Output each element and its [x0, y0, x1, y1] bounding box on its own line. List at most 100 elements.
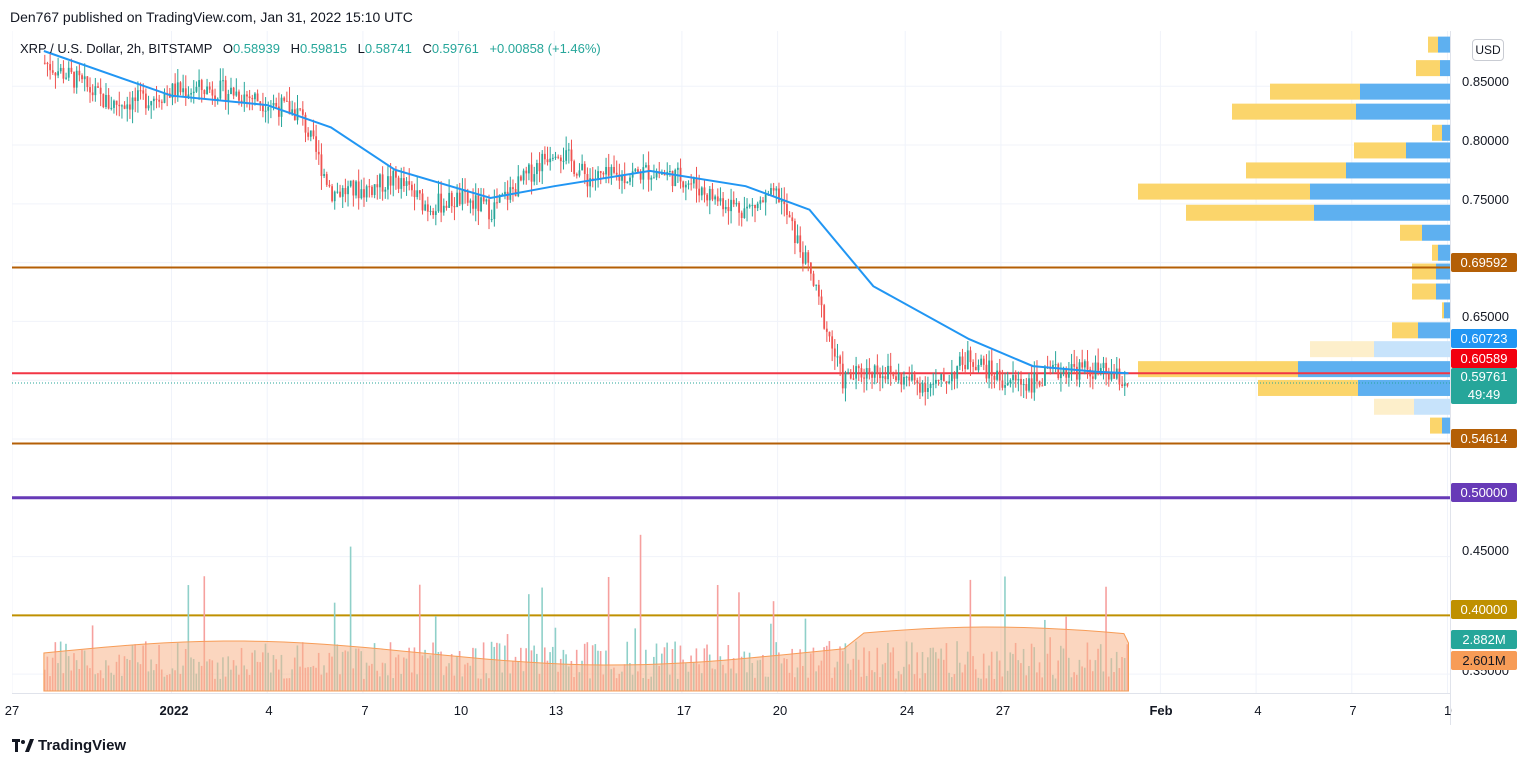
candle-body [730, 199, 732, 212]
candle-body [418, 190, 421, 194]
candle-body [1068, 372, 1070, 378]
candle-body [163, 93, 166, 103]
candle-body [397, 177, 400, 189]
candle-body [155, 98, 158, 100]
candle-body [844, 373, 847, 389]
tradingview-logo[interactable]: TradingView [12, 737, 126, 754]
candle-body [676, 167, 679, 170]
candle-body [1017, 378, 1020, 381]
y-tick-label: 0.85000 [1462, 74, 1509, 89]
candle-body [187, 94, 190, 98]
candle-body [1044, 367, 1046, 386]
candle-body [1065, 368, 1068, 378]
low-label: L [357, 41, 365, 56]
candle-body [105, 94, 107, 108]
candle-body [599, 171, 602, 173]
candle-body [621, 174, 623, 181]
candle-body [772, 188, 775, 191]
candle-body [312, 130, 315, 137]
volume-tag: 2.882M [1451, 630, 1517, 649]
candle-body [1070, 364, 1073, 373]
candle-body [743, 208, 746, 218]
candle-body [1086, 361, 1089, 370]
candle-body [565, 150, 568, 161]
candle-body [243, 94, 246, 103]
x-tick-label: 10 [453, 703, 469, 718]
candle-body [998, 370, 1001, 381]
candle-body [969, 350, 972, 363]
candle-body [543, 153, 546, 160]
volume-profile-up-bar [1314, 204, 1450, 221]
candle-body [972, 362, 975, 367]
candle-body [83, 76, 86, 80]
candle-body [200, 80, 203, 91]
candle-body [956, 366, 959, 379]
candle-body [1118, 368, 1121, 385]
last-price-value: 0.59761 [1460, 369, 1508, 384]
volume-profile-down-bar [1416, 60, 1440, 77]
candle-body [381, 174, 384, 192]
volume-profile-down-bar [1310, 341, 1374, 358]
candle-body [296, 108, 299, 121]
low-value: 0.58741 [364, 41, 412, 56]
candle-body [1014, 375, 1017, 381]
candle-body [703, 187, 706, 195]
candle-body [724, 206, 727, 210]
candle-body [59, 67, 62, 72]
symbol-title[interactable]: XRP / U.S. Dollar, 2h, BITSTAMP [20, 41, 213, 56]
candle-body [671, 170, 674, 187]
candle-body [711, 188, 714, 200]
candle-body [889, 365, 892, 373]
candle-body [538, 163, 541, 172]
chart-canvas[interactable] [12, 31, 1450, 693]
candle-body [1105, 362, 1108, 373]
candle-body [365, 186, 368, 198]
candle-body [387, 176, 389, 190]
candle-body [458, 192, 461, 205]
candle-body [432, 210, 435, 215]
candle-body [1028, 378, 1030, 391]
volume-bar [187, 585, 190, 691]
candle-body [1102, 362, 1105, 369]
candle-body [405, 181, 408, 187]
candle-body [73, 71, 75, 88]
candle-body [54, 72, 57, 76]
volume-profile-down-bar [1186, 204, 1314, 221]
candle-body [1075, 366, 1078, 380]
x-tick-label: 17 [676, 703, 692, 718]
x-tick-label: 20 [772, 703, 788, 718]
candle-body [551, 157, 554, 159]
candle-body [655, 172, 658, 178]
x-tick-label: Feb [1149, 703, 1173, 718]
currency-button[interactable]: USD [1472, 39, 1504, 61]
candle-body [349, 180, 352, 187]
candle-body [1041, 385, 1044, 387]
candle-body [1033, 372, 1036, 393]
candle-body [700, 187, 703, 196]
price-chart[interactable] [12, 31, 1450, 693]
candle-body [546, 159, 549, 163]
candle-body [924, 383, 927, 392]
candle-body [520, 176, 522, 181]
candle-body [453, 206, 456, 208]
candle-body [714, 196, 717, 200]
candle-body [799, 235, 802, 253]
volume-profile-down-bar [1428, 36, 1438, 53]
candle-body [639, 171, 642, 180]
candle-body [477, 195, 480, 212]
candle-body [49, 64, 52, 71]
candle-body [722, 198, 724, 210]
candle-body [1020, 378, 1022, 385]
open-value: 0.58939 [232, 41, 280, 56]
level-tag-050000: 0.50000 [1451, 483, 1517, 502]
candle-body [783, 200, 786, 205]
candle-body [525, 170, 528, 174]
candle-body [692, 178, 695, 184]
candle-body [948, 381, 951, 384]
x-tick-label: 13 [548, 703, 564, 718]
candle-body [847, 372, 850, 374]
candle-body [1083, 361, 1086, 368]
candle-body [940, 374, 943, 381]
candle-body [695, 178, 698, 189]
candle-body [919, 383, 921, 393]
